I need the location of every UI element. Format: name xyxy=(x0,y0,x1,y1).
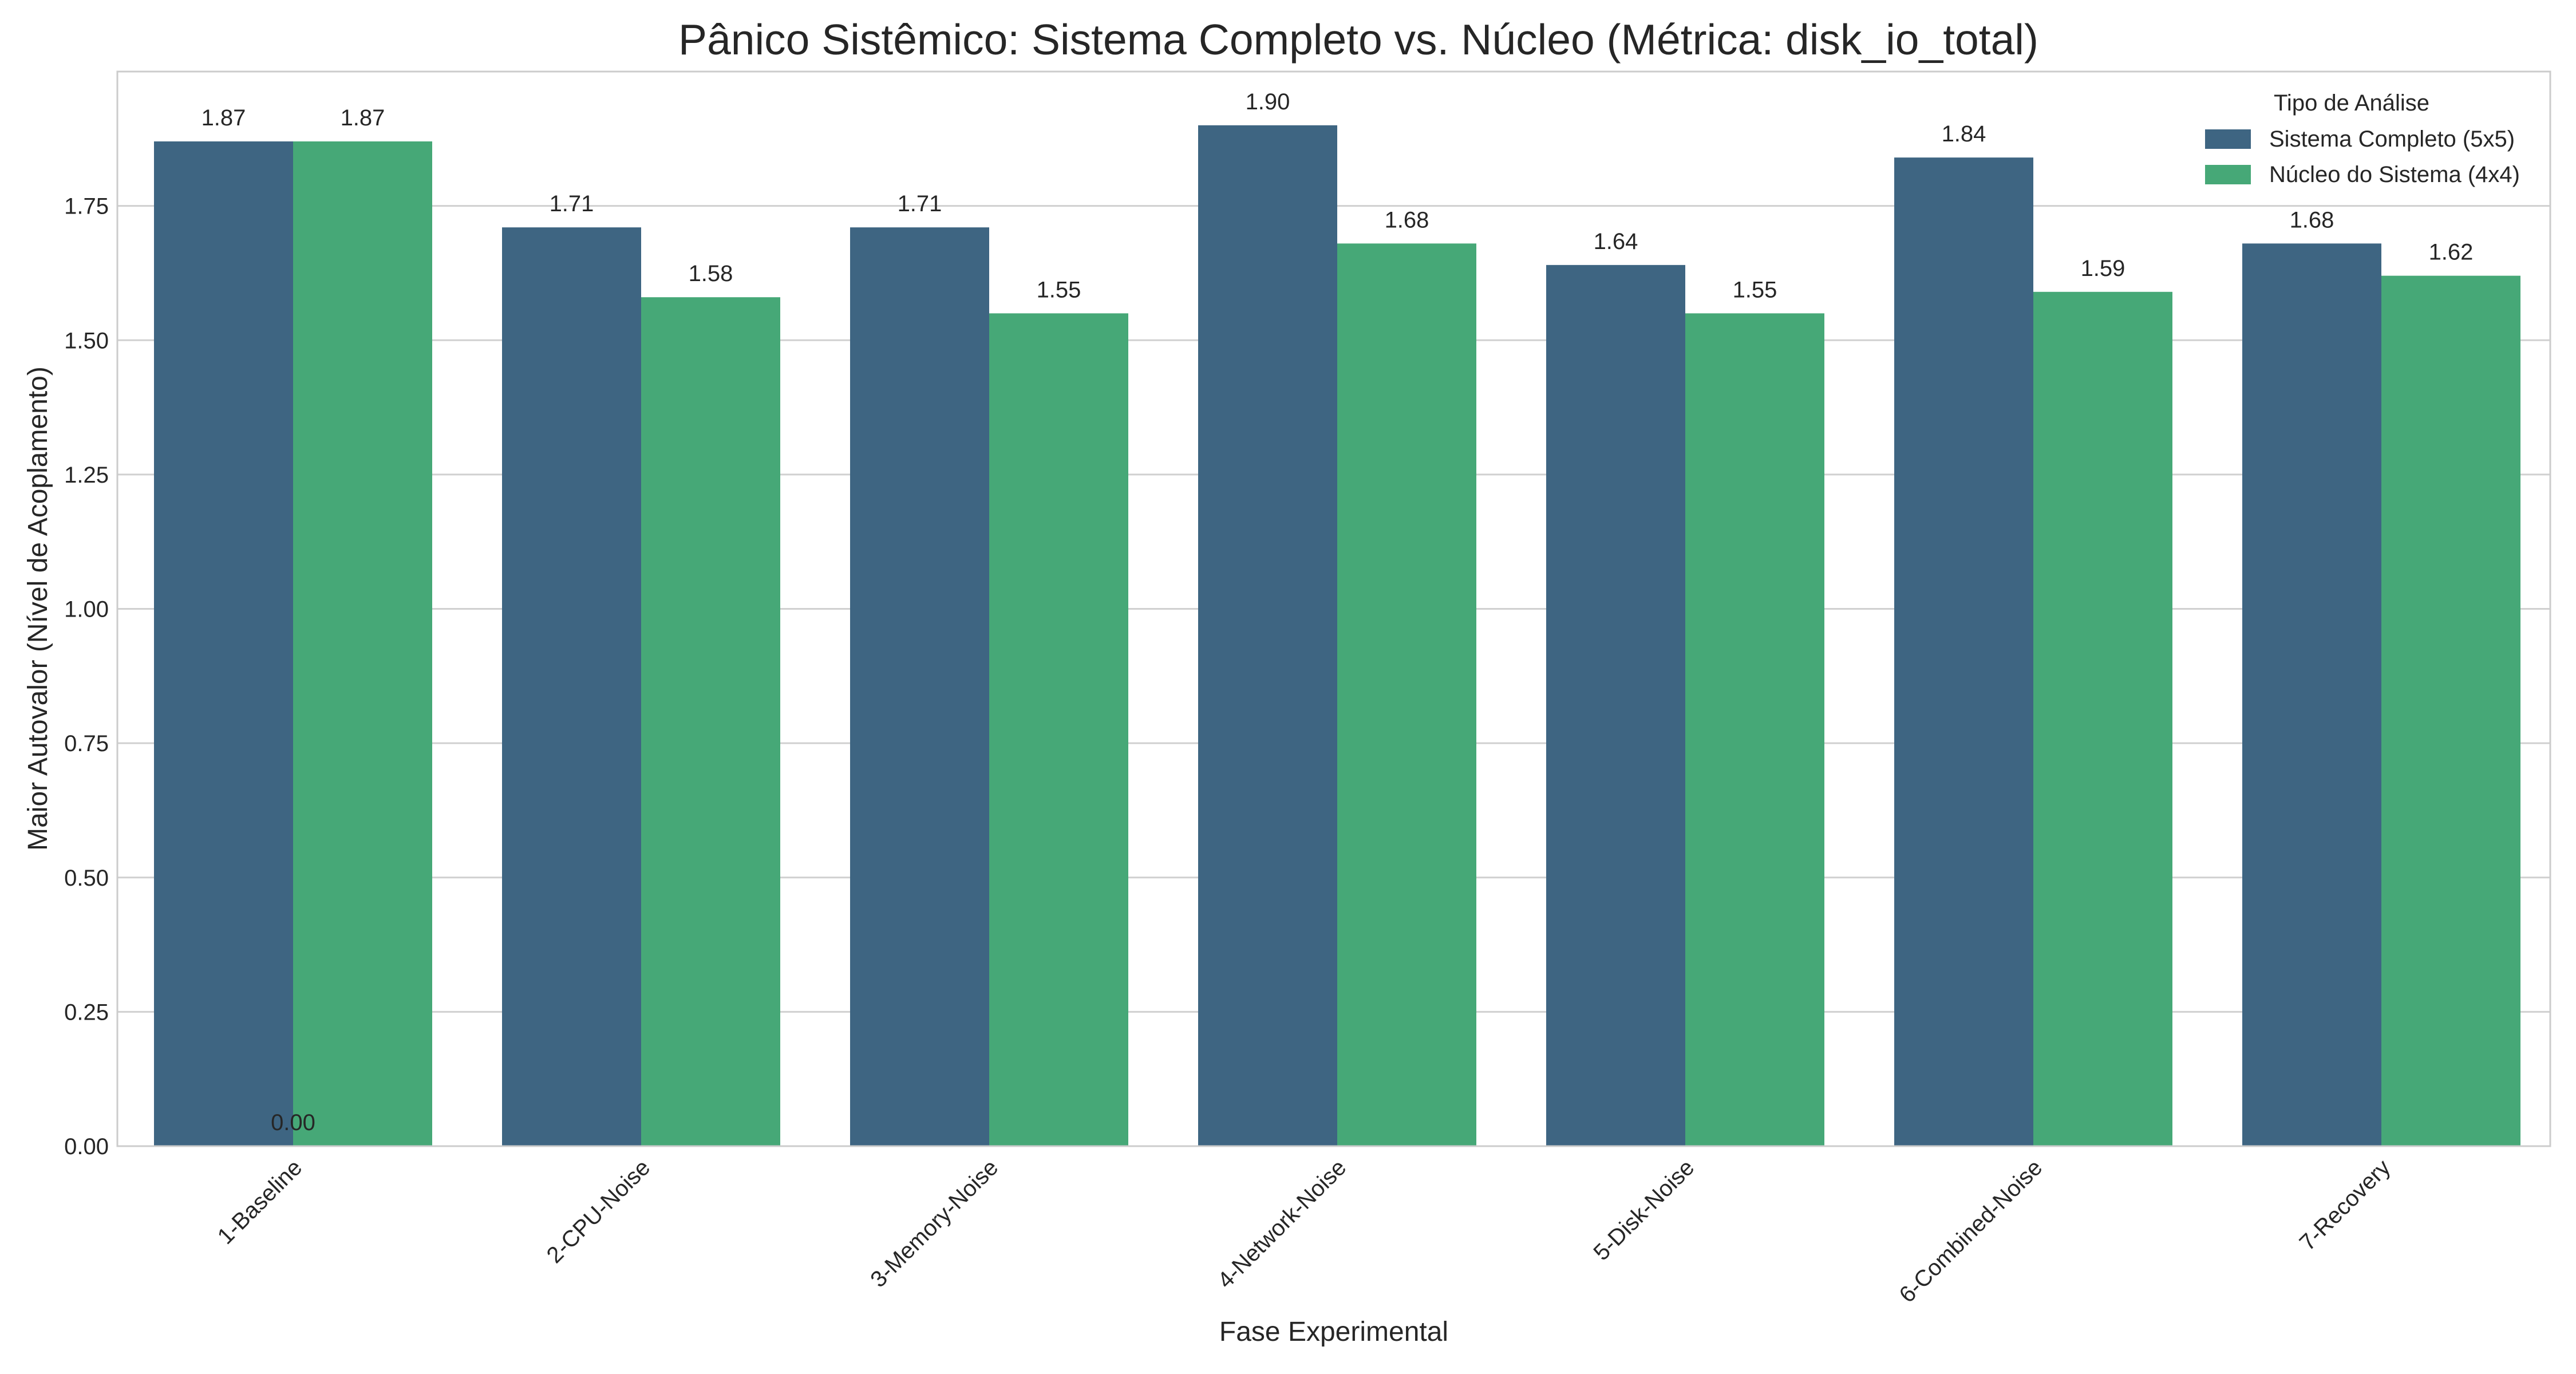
x-tick-label: 2-CPU-Noise xyxy=(542,1155,655,1268)
bar-value-label: 1.55 xyxy=(1037,277,1081,302)
bar-value-label: 1.64 xyxy=(1594,229,1638,254)
bar xyxy=(1337,243,1476,1146)
y-tick-label: 1.25 xyxy=(64,463,109,488)
bar xyxy=(989,313,1128,1147)
bar xyxy=(1546,264,1685,1146)
y-tick-label: 1.75 xyxy=(64,194,109,219)
x-tick-label: 1-Baseline xyxy=(213,1155,307,1249)
bar-value-label: 1.58 xyxy=(689,261,733,286)
legend-swatch xyxy=(2205,165,2251,184)
bar-value-label: 1.90 xyxy=(1246,89,1290,114)
x-tick-label: 4-Network-Noise xyxy=(1213,1155,1352,1293)
bar-value-label: 1.59 xyxy=(2081,256,2125,281)
bar xyxy=(2242,243,2381,1146)
bar-value-label: 1.84 xyxy=(1942,121,1986,147)
legend-entry-label: Sistema Completo (5x5) xyxy=(2269,127,2515,152)
chart-title: Pânico Sistêmico: Sistema Completo vs. N… xyxy=(678,15,2038,64)
bar-value-label: 1.87 xyxy=(202,105,246,131)
bar xyxy=(293,141,432,1146)
bar xyxy=(2033,291,2172,1146)
y-tick-label: 1.50 xyxy=(64,328,109,353)
legend-swatch xyxy=(2205,129,2251,149)
bar-value-label: 1.55 xyxy=(1733,277,1777,302)
bar xyxy=(1685,313,1824,1147)
data-labels: 1.87 1.87 1.71 1.58 1.71 1.55 1.90 1.68 1.64 1.55… xyxy=(202,89,2474,1135)
legend: Tipo de Análise Sistema Completo (5x5) Nú… xyxy=(2205,90,2520,187)
bar-value-label: 1.87 xyxy=(341,105,385,131)
y-tick-label: 0.25 xyxy=(64,1000,109,1025)
y-axis-label: Maior Autovalor (Nível de Acoplamento) xyxy=(23,366,53,851)
x-axis-ticks: 1-Baseline 2-CPU-Noise 3-Memory-Noise 4-Net… xyxy=(213,1155,2396,1308)
x-tick-label: 5-Disk-Noise xyxy=(1589,1155,1699,1265)
y-tick-label: 1.00 xyxy=(64,597,109,622)
legend-entry-label: Núcleo do Sistema (4x4) xyxy=(2269,162,2520,187)
x-axis-label: Fase Experimental xyxy=(1219,1317,1448,1347)
x-tick-label: 3-Memory-Noise xyxy=(866,1155,1003,1292)
y-axis-ticks: 0.00 0.25 0.50 0.75 1.00 1.25 1.50 1.75 xyxy=(64,194,109,1159)
bar-value-label: 1.62 xyxy=(2429,240,2474,265)
bar xyxy=(502,227,641,1146)
x-tick-label: 7-Recovery xyxy=(2295,1155,2396,1255)
bar-value-label: 1.68 xyxy=(1385,207,1429,232)
x-tick-label: 6-Combined-Noise xyxy=(1894,1155,2047,1308)
zero-value-label: 0.00 xyxy=(271,1110,315,1135)
bar xyxy=(154,141,293,1146)
legend-title: Tipo de Análise xyxy=(2274,90,2429,116)
bar xyxy=(1894,157,2033,1146)
y-tick-label: 0.00 xyxy=(64,1134,109,1159)
bar-value-label: 1.71 xyxy=(550,191,594,216)
bar-value-label: 1.68 xyxy=(2290,207,2334,232)
bar xyxy=(850,227,989,1146)
bar xyxy=(641,297,780,1147)
plot-frame xyxy=(116,70,2551,1147)
bar-value-label: 1.71 xyxy=(898,191,942,216)
bar xyxy=(2381,275,2520,1146)
y-tick-label: 0.50 xyxy=(64,866,109,891)
legend-items: Sistema Completo (5x5) Núcleo do Sistema … xyxy=(2205,127,2520,187)
y-tick-label: 0.75 xyxy=(64,731,109,756)
bar xyxy=(1198,125,1337,1147)
bars xyxy=(154,125,2520,1147)
